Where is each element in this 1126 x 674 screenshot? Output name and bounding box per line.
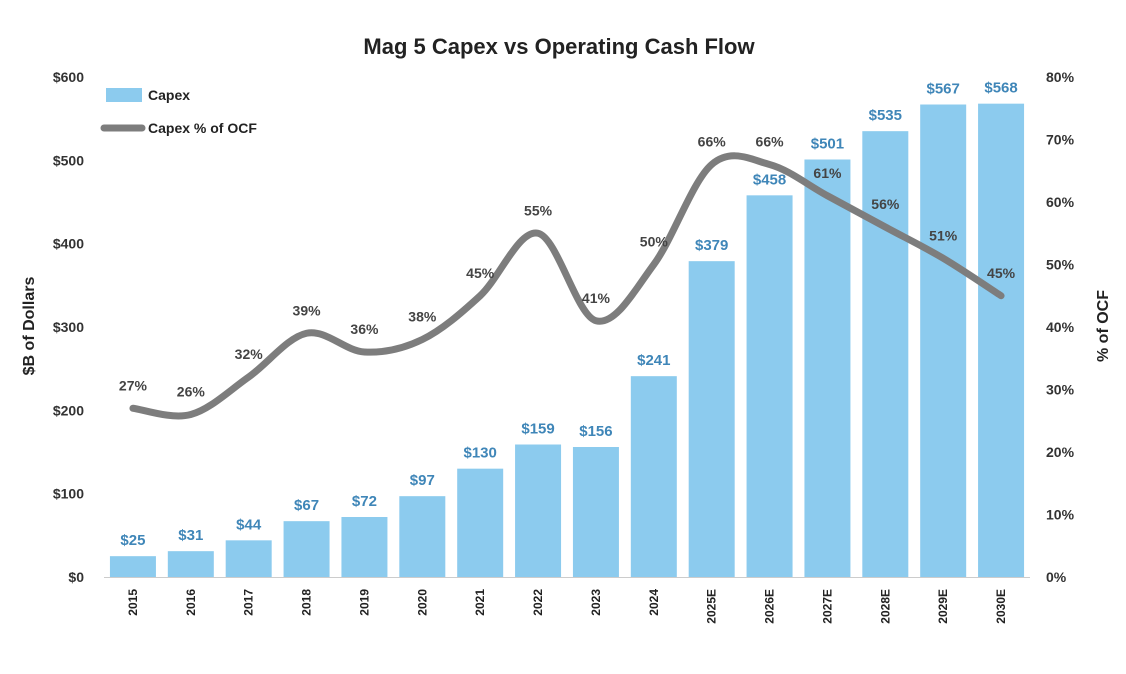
- capex-bar: [978, 103, 1025, 578]
- line-point-label: 50%: [640, 234, 669, 250]
- capex-bar: [572, 447, 619, 577]
- line-point-label: 36%: [350, 321, 379, 337]
- x-tick-label: 2016: [184, 589, 198, 616]
- capex-pct-ocf-labels: 27% 26% 32% 39% 36% 38% 45% 55% 41% 50% 66% 66% 61% 5…: [119, 134, 1016, 400]
- capex-bar: [399, 496, 446, 577]
- capex-bar-labels: $25 $31 $44 $67 $72 $97 $130 $159 $156 $241 $379 $4…: [120, 80, 1017, 550]
- capex-bar-label: $72: [352, 493, 377, 510]
- x-tick-label: 2019: [357, 589, 371, 616]
- y2-tick-label: 70%: [1046, 132, 1075, 148]
- line-point-label: 45%: [466, 265, 495, 281]
- y-tick-label: $400: [53, 236, 84, 252]
- capex-bar: [862, 131, 909, 577]
- x-tick-label: 2025E: [705, 589, 719, 624]
- y2-tick-label: 50%: [1046, 257, 1075, 273]
- line-point-label: 51%: [929, 227, 958, 243]
- x-tick-label: 2022: [531, 589, 545, 616]
- capex-bar: [225, 540, 272, 577]
- capex-pct-ocf-line: [129, 152, 1005, 420]
- capex-bar: [167, 551, 214, 577]
- x-tick-label: 2028E: [878, 589, 892, 624]
- line-point-label: 45%: [987, 265, 1016, 281]
- line-point-label: 27%: [119, 377, 148, 393]
- x-axis-ticks: 2015 2016 2017 2018 2019 2020 2021 2022 2023 2024…: [126, 589, 1008, 624]
- line-point-label: 66%: [756, 134, 785, 150]
- capex-bar-label: $97: [410, 472, 435, 489]
- line-point-label: 41%: [582, 290, 611, 306]
- y-tick-label: $500: [53, 152, 84, 168]
- capex-bar-label: $568: [984, 80, 1017, 97]
- y-axis-title: $B of Dollars: [21, 277, 38, 376]
- y2-tick-label: 30%: [1046, 382, 1075, 398]
- capex-bar-label: $567: [927, 81, 960, 98]
- line-point-label: 61%: [813, 165, 842, 181]
- line-point-label: 56%: [871, 196, 900, 212]
- x-tick-label: 2020: [415, 589, 429, 616]
- capex-bar: [746, 195, 793, 578]
- legend-capex-swatch: [106, 88, 142, 102]
- capex-bar-label: $535: [869, 107, 902, 124]
- y2-tick-label: 80%: [1046, 69, 1075, 85]
- capex-bar-label: $44: [236, 516, 262, 533]
- y2-axis-title: % of OCF: [1095, 290, 1112, 362]
- capex-bar: [630, 376, 677, 577]
- capex-bar-label: $159: [521, 421, 554, 438]
- line-point-label: 32%: [235, 346, 264, 362]
- y-tick-label: $600: [53, 69, 84, 85]
- line-point-label: 66%: [698, 134, 727, 150]
- capex-bars: [109, 103, 1025, 578]
- x-tick-label: 2024: [647, 589, 661, 616]
- y2-tick-label: 10%: [1046, 507, 1075, 523]
- capex-bar-label: $31: [178, 527, 203, 544]
- capex-bar: [283, 521, 330, 577]
- capex-bar: [804, 159, 851, 577]
- capex-bar: [341, 517, 388, 577]
- capex-bar-label: $458: [753, 171, 786, 188]
- capex-bar: [109, 556, 156, 577]
- y2-axis-ticks: 0% 10% 20% 30% 40% 50% 60% 70% 80%: [1046, 69, 1075, 585]
- chart-title: Mag 5 Capex vs Operating Cash Flow: [363, 34, 755, 59]
- line-point-label: 26%: [177, 384, 206, 400]
- capex-bar-label: $501: [811, 136, 844, 153]
- capex-bar: [515, 444, 562, 577]
- x-tick-label: 2027E: [820, 589, 834, 624]
- line-point-label: 39%: [293, 302, 322, 318]
- y-tick-label: $200: [53, 402, 84, 418]
- y2-tick-label: 40%: [1046, 319, 1075, 335]
- capex-bar: [688, 261, 735, 577]
- legend-line-label: Capex % of OCF: [148, 120, 257, 136]
- capex-bar-label: $379: [695, 237, 728, 254]
- legend: Capex Capex % of OCF: [100, 87, 257, 136]
- y2-tick-label: 0%: [1046, 569, 1067, 585]
- y2-tick-label: 20%: [1046, 444, 1075, 460]
- x-tick-label: 2030E: [994, 589, 1008, 624]
- x-tick-label: 2018: [300, 589, 314, 616]
- y-tick-label: $300: [53, 319, 84, 335]
- capex-bar: [457, 468, 504, 577]
- line-point-label: 38%: [408, 309, 437, 325]
- capex-bar-label: $241: [637, 352, 670, 369]
- x-tick-label: 2023: [589, 589, 603, 616]
- x-tick-label: 2015: [126, 589, 140, 616]
- capex-bar-label: $67: [294, 497, 319, 514]
- legend-capex-label: Capex: [148, 87, 190, 103]
- capex-bar-label: $25: [120, 532, 145, 549]
- capex-bar-label: $130: [464, 445, 497, 462]
- capex-bar-label: $156: [579, 423, 612, 440]
- capex-bar: [920, 104, 967, 577]
- y-axis-ticks: $0 $100 $200 $300 $400 $500 $600: [53, 69, 84, 585]
- x-tick-label: 2017: [242, 589, 256, 616]
- y-tick-label: $100: [53, 486, 84, 502]
- y-tick-label: $0: [68, 569, 84, 585]
- x-tick-label: 2026E: [763, 589, 777, 624]
- y2-tick-label: 60%: [1046, 194, 1075, 210]
- x-tick-label: 2029E: [936, 589, 950, 624]
- line-point-label: 55%: [524, 202, 553, 218]
- x-tick-label: 2021: [473, 589, 487, 616]
